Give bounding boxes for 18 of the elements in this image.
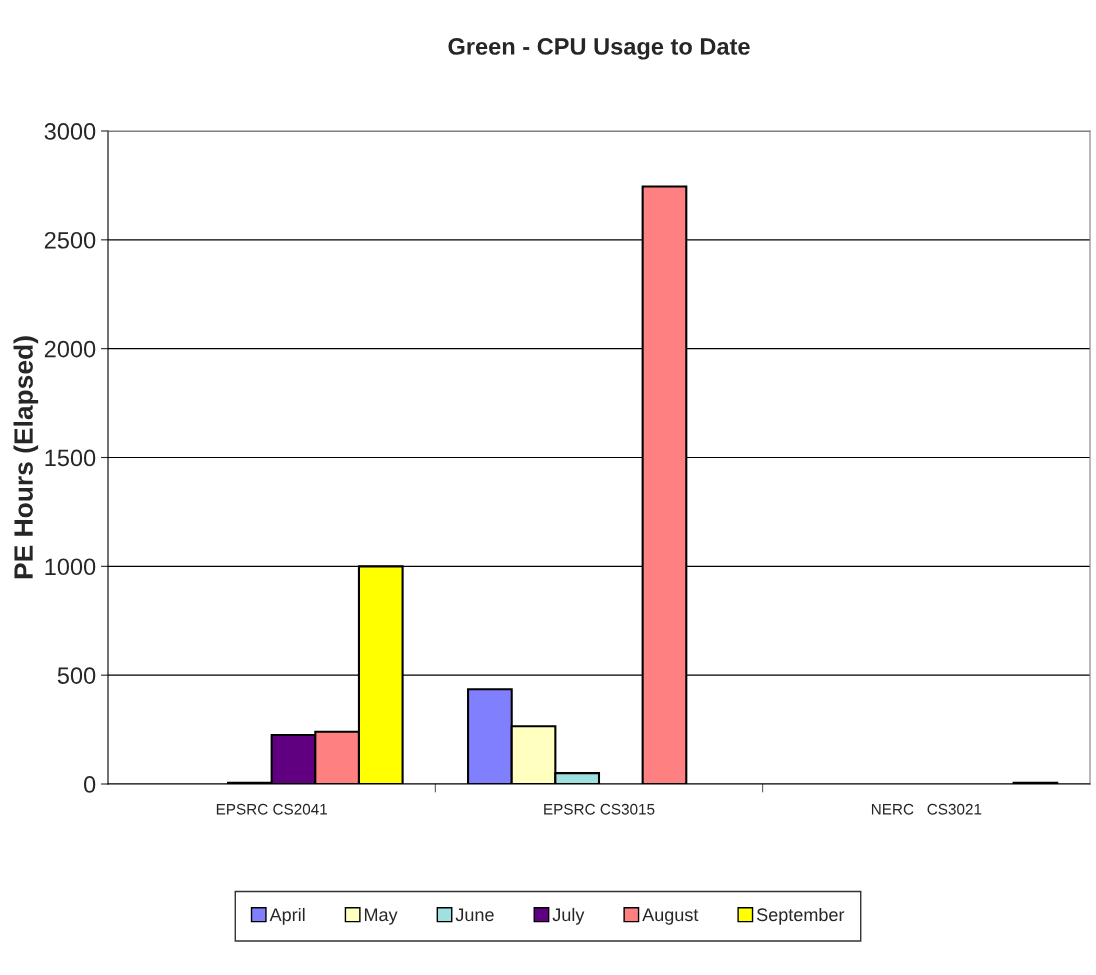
x-tick-label: NERC CS3021 — [871, 803, 982, 815]
legend-label: September — [756, 907, 845, 925]
y-tick-label: 0 — [83, 776, 96, 793]
legend-label: May — [364, 908, 398, 925]
legend-label: July — [552, 907, 585, 925]
y-tick-label: 1500 — [45, 449, 96, 467]
legend-label: August — [642, 908, 699, 925]
y-axis-title: PE Hours (Elapsed) — [13, 336, 39, 579]
y-tick-label: 2000 — [44, 340, 96, 358]
legend-label: June — [455, 908, 494, 922]
y-tick-label: 3000 — [44, 123, 96, 140]
legend-label: April — [269, 907, 305, 925]
x-tick-label: EPSRC CS2041 — [216, 803, 327, 815]
chart-title: Green - CPU Usage to Date — [448, 38, 750, 60]
x-tick-label: EPSRC CS3015 — [544, 803, 655, 815]
y-tick-label: 1000 — [45, 558, 96, 576]
y-tick-label: 500 — [57, 667, 96, 684]
y-tick-label: 2500 — [44, 231, 96, 249]
